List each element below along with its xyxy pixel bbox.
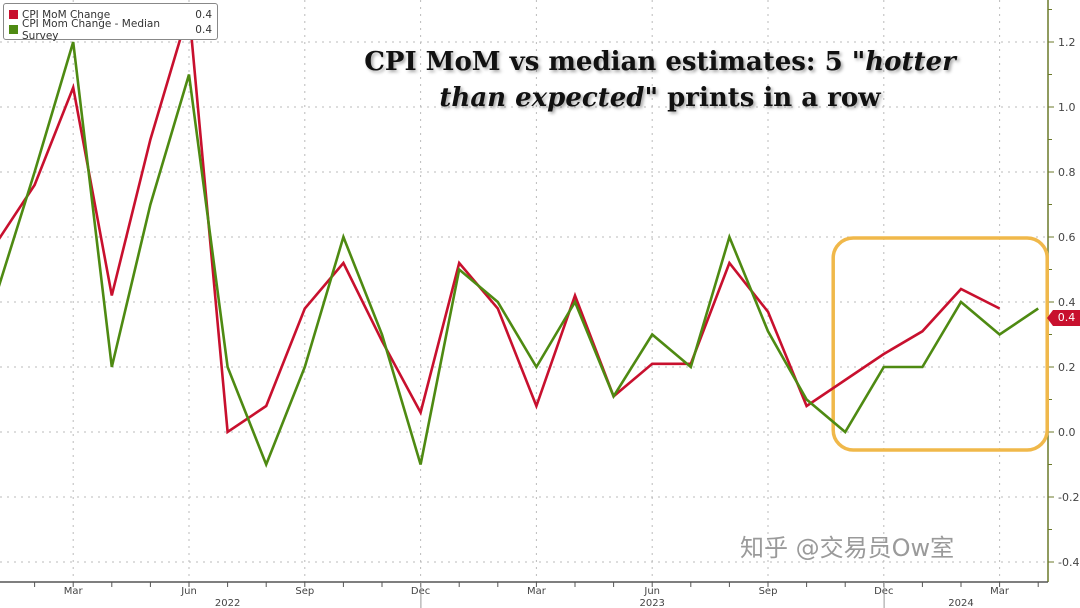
y-tick-label: 0.4 xyxy=(1058,296,1076,309)
legend-label: CPI Mom Change - Median Survey xyxy=(22,17,161,42)
highlight-box xyxy=(831,236,1049,452)
y-tick-label: -0.2 xyxy=(1058,491,1079,504)
year-label: 2022 xyxy=(215,598,240,608)
x-tick-label: Jun xyxy=(643,586,660,597)
legend: CPI MoM Change 0.4 CPI Mom Change - Medi… xyxy=(3,3,218,42)
y-tick-label: 0.6 xyxy=(1058,231,1076,244)
x-tick-label: Sep xyxy=(759,586,778,597)
x-tick-label: Mar xyxy=(64,586,84,597)
y-tick-label: -0.4 xyxy=(1058,556,1079,569)
title-italic: "hotter than expected xyxy=(439,47,956,113)
x-tick-label: Jun xyxy=(180,586,197,597)
title-part: " prints in a row xyxy=(644,83,881,113)
y-tick-label: 0.2 xyxy=(1058,361,1076,374)
legend-value: 0.4 xyxy=(195,8,212,21)
legend-value: 0.4 xyxy=(195,23,212,36)
series-line-median-survey xyxy=(0,41,1039,469)
legend-swatch-green xyxy=(9,25,18,34)
legend-item-median-survey: CPI Mom Change - Median Survey 0.4 xyxy=(9,18,212,42)
x-tick-label: Mar xyxy=(527,586,547,597)
year-label: 2023 xyxy=(639,598,664,608)
last-value-tag: 0.4 xyxy=(1047,310,1080,326)
y-tick-label: 1.0 xyxy=(1058,101,1076,114)
series-line-cpi-mom xyxy=(0,9,1001,435)
title-part: CPI MoM vs median estimates: 5 xyxy=(364,47,852,77)
legend-item-cpi-mom: CPI MoM Change 0.4 xyxy=(9,7,212,22)
legend-label: CPI MoM Change xyxy=(22,8,111,21)
x-tick-label: Mar xyxy=(990,586,1010,597)
y-tick-label: 0.0 xyxy=(1058,426,1076,439)
chart-title: CPI MoM vs median estimates: 5 "hotter t… xyxy=(330,44,990,116)
year-label: 2024 xyxy=(948,598,973,608)
y-tick-label: 1.2 xyxy=(1058,36,1076,49)
watermark: 知乎 @交易员Ow室 xyxy=(740,534,955,562)
x-tick-label: Sep xyxy=(295,586,314,597)
legend-swatch-red xyxy=(9,10,18,19)
y-tick-label: 0.8 xyxy=(1058,166,1076,179)
